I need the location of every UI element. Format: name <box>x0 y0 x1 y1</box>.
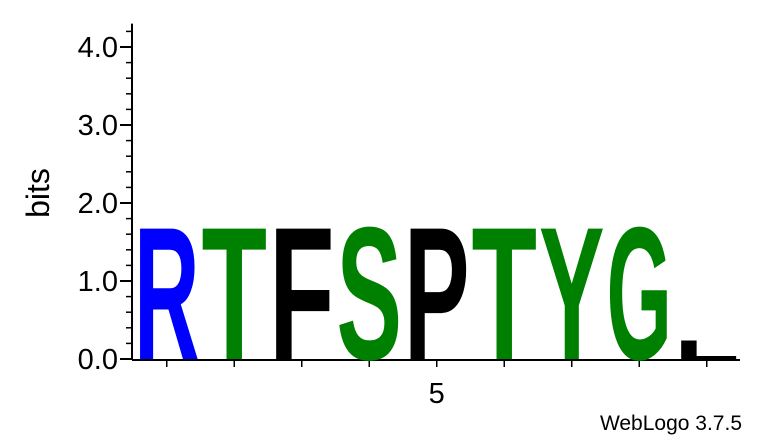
logo-letter-s-4: S <box>337 187 403 399</box>
logo-letter-l-9: L <box>674 334 739 364</box>
logo-letter-f-3: F <box>269 188 334 400</box>
y-axis-label: bits <box>20 168 56 218</box>
y-tick-label: 0.0 <box>78 344 118 376</box>
logo-letter-y-7: Y <box>539 187 605 399</box>
weblogo-credit: WebLogo 3.7.5 <box>599 412 742 435</box>
y-tick-label: 2.0 <box>78 188 118 220</box>
y-tick-label: 4.0 <box>78 32 118 64</box>
y-axis: 0.0 1.0 2.0 3.0 4.0 <box>78 23 133 376</box>
x-tick-label: 5 <box>429 378 445 410</box>
x-axis: 5 <box>132 359 740 410</box>
logo-letter-p-5: P <box>404 187 470 399</box>
logo-letter-r-1: R <box>134 188 199 400</box>
logo-letter-t-2: T <box>202 188 267 400</box>
logo-letter-t-6: T <box>472 188 537 400</box>
logo-letter-g-8: G <box>607 188 672 400</box>
y-tick-label: 3.0 <box>78 110 118 142</box>
y-tick-label: 1.0 <box>78 266 118 298</box>
